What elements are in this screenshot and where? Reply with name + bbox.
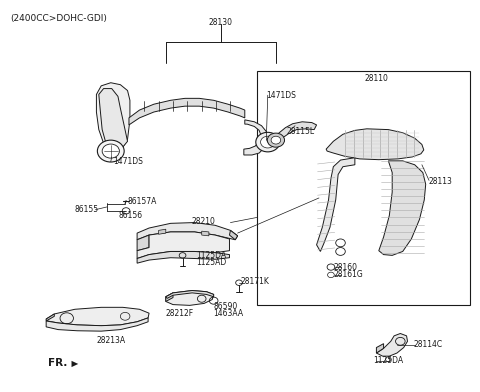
Polygon shape: [46, 318, 148, 331]
Text: 1471DS: 1471DS: [113, 157, 143, 166]
Polygon shape: [137, 232, 229, 258]
Polygon shape: [72, 361, 78, 367]
Polygon shape: [46, 307, 149, 326]
Polygon shape: [271, 122, 317, 144]
Text: 28130: 28130: [209, 18, 233, 27]
Polygon shape: [129, 98, 245, 125]
Circle shape: [267, 133, 285, 147]
Polygon shape: [379, 161, 426, 255]
Circle shape: [256, 132, 280, 152]
Text: 28113: 28113: [428, 177, 452, 186]
Polygon shape: [202, 231, 209, 236]
Polygon shape: [166, 290, 214, 305]
Polygon shape: [317, 158, 355, 251]
Text: 28212F: 28212F: [166, 309, 194, 318]
Circle shape: [261, 136, 275, 148]
Polygon shape: [229, 230, 238, 240]
Circle shape: [97, 140, 124, 162]
Text: 86156: 86156: [119, 211, 143, 220]
Polygon shape: [326, 129, 424, 160]
Polygon shape: [376, 334, 408, 356]
Text: 28115L: 28115L: [287, 127, 315, 136]
Bar: [257, 71, 470, 305]
Text: 1125AD: 1125AD: [196, 258, 226, 267]
Polygon shape: [96, 83, 130, 149]
Text: FR.: FR.: [48, 358, 67, 368]
Polygon shape: [46, 314, 54, 321]
Circle shape: [102, 144, 120, 158]
Text: 28114C: 28114C: [413, 340, 443, 349]
Text: 28110: 28110: [364, 74, 388, 83]
Text: 86157A: 86157A: [128, 197, 157, 206]
Polygon shape: [99, 89, 128, 148]
Polygon shape: [137, 251, 229, 263]
Text: 86155: 86155: [75, 205, 99, 214]
Text: 28210: 28210: [191, 217, 215, 226]
Text: 1471DS: 1471DS: [266, 91, 296, 100]
Polygon shape: [137, 223, 238, 240]
Circle shape: [271, 136, 281, 144]
Text: 1463AA: 1463AA: [214, 309, 244, 318]
Polygon shape: [376, 344, 384, 353]
Text: 1125DA: 1125DA: [196, 251, 226, 260]
Polygon shape: [158, 229, 166, 234]
Text: 1125DA: 1125DA: [373, 356, 403, 365]
Text: (2400CC>DOHC-GDI): (2400CC>DOHC-GDI): [10, 15, 107, 24]
Polygon shape: [137, 235, 149, 251]
Text: 86590: 86590: [214, 302, 238, 310]
Polygon shape: [166, 290, 214, 298]
Polygon shape: [166, 293, 173, 301]
Text: 28161G: 28161G: [333, 270, 363, 279]
Polygon shape: [244, 120, 268, 155]
Text: 28160: 28160: [333, 263, 357, 272]
Text: 28213A: 28213A: [96, 336, 126, 345]
Text: 28171K: 28171K: [241, 278, 270, 287]
